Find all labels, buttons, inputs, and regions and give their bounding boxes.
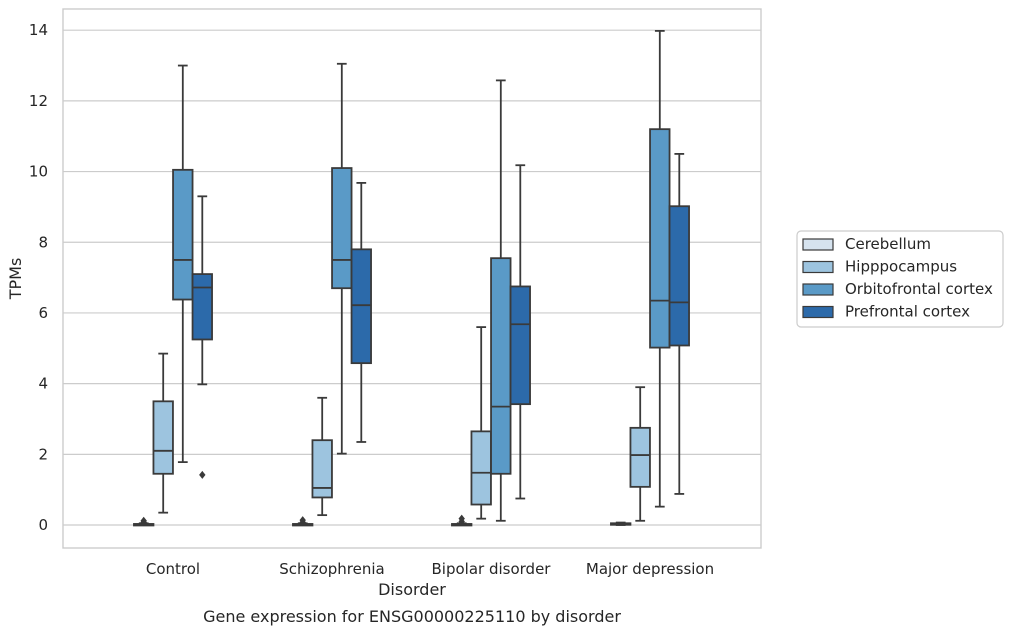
box-body — [350, 248, 372, 365]
box-3-1 — [172, 64, 194, 464]
y-tick-label-6: 6 — [38, 304, 48, 322]
x-axis-ticks: Control Schizophrenia Bipolar disorder Majo… — [146, 560, 714, 578]
x-tick-label-2: Schizophrenia — [279, 560, 384, 578]
x-axis-label: Disorder — [378, 580, 446, 599]
outlier-point-2 — [458, 514, 465, 523]
legend-label-1: Cerebellum — [845, 235, 931, 253]
legend: Cerebellum Hipppocampus Orbitofrontal cort… — [796, 230, 1004, 328]
x-tick-label-1: Control — [146, 560, 200, 578]
y-tick-label-8: 8 — [38, 233, 48, 251]
y-tick-label-4: 4 — [38, 375, 48, 393]
y-tick-label-0: 0 — [38, 516, 48, 534]
box-4-3 — [509, 164, 531, 500]
y-axis-ticks: 0 2 4 6 8 10 12 14 — [29, 21, 48, 534]
y-tick-label-10: 10 — [29, 163, 48, 181]
box-1-3 — [451, 514, 473, 527]
legend-swatch-4 — [802, 305, 834, 319]
legend-swatch-2 — [802, 260, 834, 274]
box-4-4 — [668, 153, 690, 495]
boxes-layer — [133, 30, 690, 527]
box-2-2 — [311, 396, 333, 517]
box-2-4 — [629, 386, 651, 522]
legend-label-3: Orbitofrontal cortex — [845, 280, 993, 298]
box-body — [490, 257, 512, 475]
x-tick-label-3: Bipolar disorder — [432, 560, 552, 578]
outlier-point-2 — [140, 516, 147, 525]
box-body — [152, 400, 174, 475]
y-axis-label: TPMs — [6, 258, 25, 301]
plot-frame — [62, 8, 762, 549]
box-1-2 — [292, 516, 314, 527]
box-body — [172, 168, 194, 301]
box-1-1 — [133, 516, 155, 527]
y-tick-label-2: 2 — [38, 445, 48, 463]
box-2-3 — [470, 326, 492, 520]
box-body — [649, 128, 671, 349]
box-4-2 — [350, 181, 372, 443]
x-tick-label-4: Major depression — [586, 560, 714, 578]
box-body — [629, 426, 651, 488]
legend-swatch-3 — [802, 283, 834, 296]
box-2-1 — [152, 352, 174, 514]
box-3-2 — [331, 62, 353, 455]
box-3-4 — [649, 30, 671, 508]
outlier-point-1 — [199, 470, 206, 479]
box-body — [191, 273, 213, 341]
outlier-point-2 — [299, 516, 306, 525]
box-body — [668, 205, 690, 347]
box-body — [331, 167, 353, 290]
legend-label-2: Hipppocampus — [845, 258, 957, 276]
legend-label-4: Prefrontal cortex — [845, 303, 970, 321]
y-tick-label-14: 14 — [29, 21, 48, 39]
chart-caption: Gene expression for ENSG00000225110 by d… — [203, 607, 621, 626]
y-tick-label-12: 12 — [29, 92, 48, 110]
box-body — [509, 285, 531, 406]
legend-swatch-1 — [802, 238, 834, 251]
box-1-4 — [610, 521, 632, 526]
box-3-3 — [490, 79, 512, 522]
legend-frame — [796, 230, 1004, 328]
box-body — [311, 439, 333, 499]
box-4-1 — [191, 195, 213, 479]
box-body — [470, 430, 492, 506]
